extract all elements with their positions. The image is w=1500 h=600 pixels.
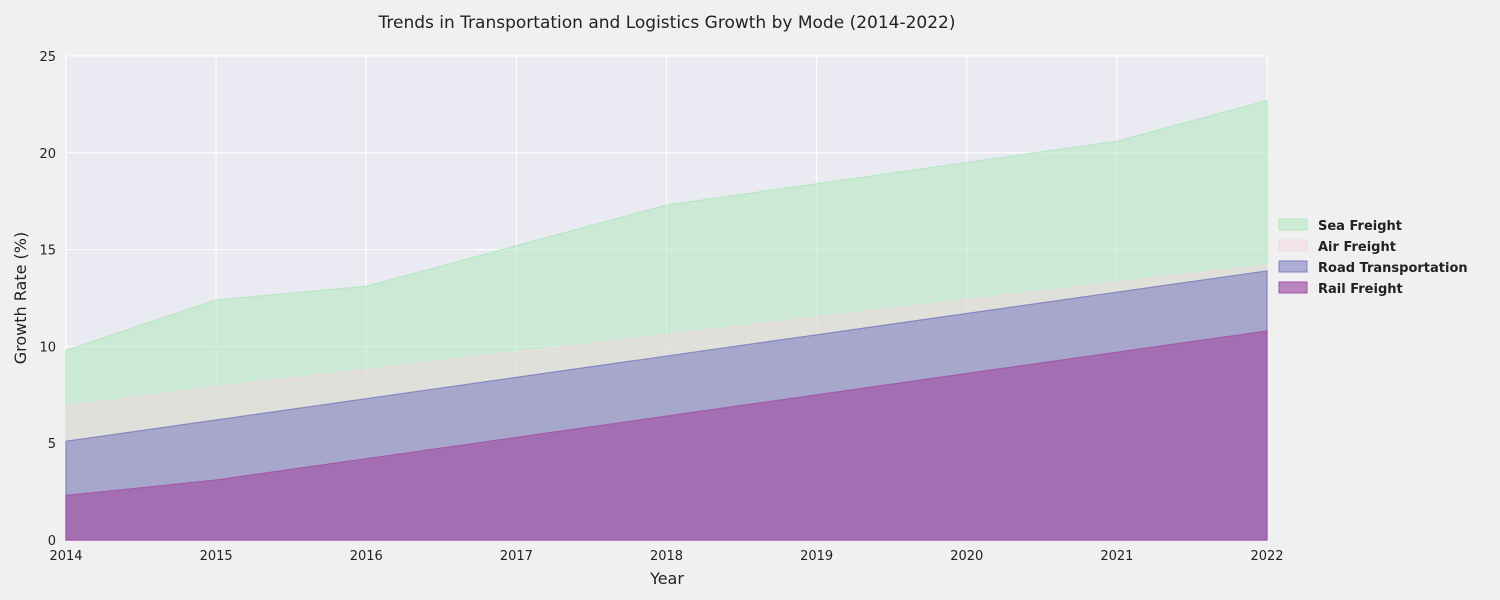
x-tick-label: 2016 — [350, 549, 383, 564]
legend-swatch-rail-freight — [1278, 281, 1308, 294]
x-axis-label: Year — [649, 569, 684, 588]
y-tick-label: 25 — [39, 50, 56, 65]
legend-label-air-freight: Air Freight — [1318, 240, 1396, 255]
y-axis-ticks: 0 5 10 15 20 25 — [39, 50, 56, 549]
y-tick-label: 10 — [39, 340, 56, 355]
series-areas — [65, 99, 1268, 541]
y-tick-label: 5 — [48, 437, 56, 452]
x-tick-label: 2015 — [200, 549, 233, 564]
legend-label-rail-freight: Rail Freight — [1318, 282, 1403, 297]
x-tick-label: 2022 — [1250, 549, 1283, 564]
x-tick-label: 2018 — [650, 549, 683, 564]
series-area-rail-freight — [65, 330, 1268, 541]
x-tick-label: 2014 — [49, 549, 82, 564]
y-tick-label: 0 — [48, 534, 56, 549]
chart-title: Trends in Transportation and Logistics G… — [377, 13, 955, 33]
y-tick-label: 15 — [39, 244, 56, 259]
legend: Sea Freight Air Freight Road Transportatio… — [1278, 218, 1468, 297]
legend-label-road-transportation: Road Transportation — [1318, 261, 1468, 276]
y-tick-label: 20 — [39, 147, 56, 162]
legend-label-sea-freight: Sea Freight — [1318, 219, 1402, 234]
x-tick-label: 2020 — [950, 549, 983, 564]
x-tick-label: 2021 — [1100, 549, 1133, 564]
legend-swatch-air-freight — [1278, 239, 1308, 252]
y-axis-label: Growth Rate (%) — [11, 232, 30, 364]
x-axis-ticks: 2014 2015 2016 2017 2018 2019 2020 2021 2022 — [49, 549, 1283, 564]
legend-swatch-road-transportation — [1278, 260, 1308, 273]
legend-swatch-sea-freight — [1278, 218, 1308, 231]
x-tick-label: 2019 — [800, 549, 833, 564]
x-tick-label: 2017 — [500, 549, 533, 564]
